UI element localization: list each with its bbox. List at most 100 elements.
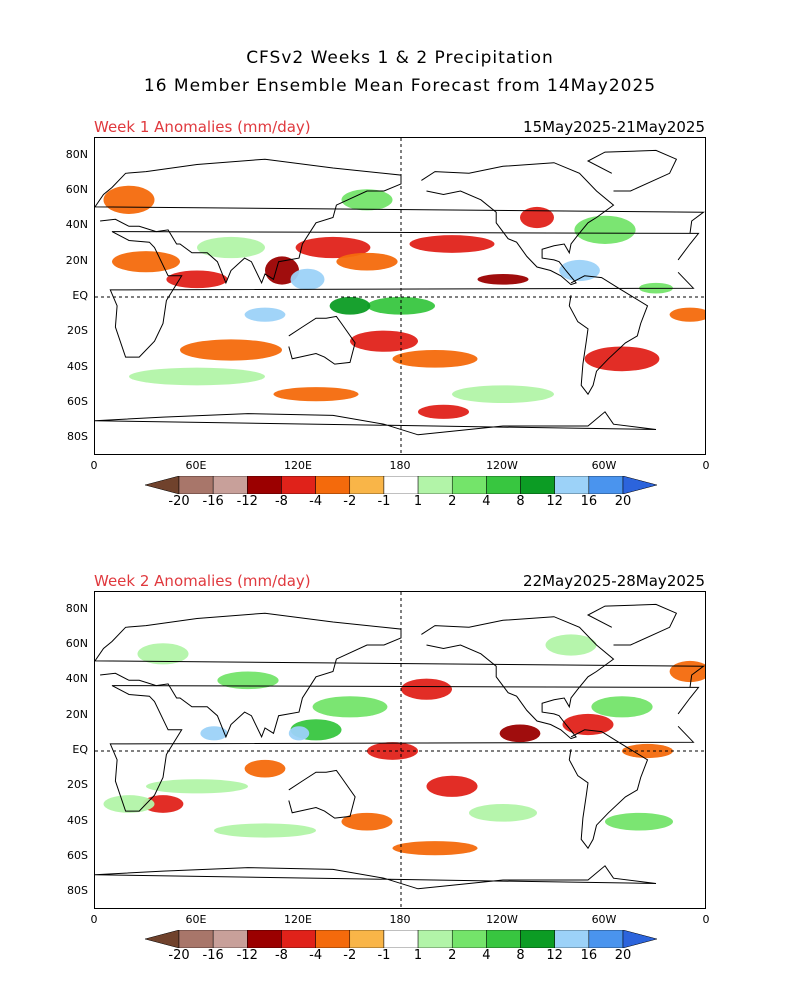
week1-colorbar-swatch	[212, 475, 248, 495]
week1-colorbar-swatch	[349, 475, 385, 495]
week1-colorbar-tick: 20	[614, 494, 632, 509]
week2-antarctica-outline	[95, 865, 657, 890]
week2-blob-red-northpac	[401, 678, 452, 700]
week1-colorbar-swatch	[622, 475, 658, 495]
week2-blob-green-satl	[103, 795, 155, 813]
week2-blob-orange-tasman	[341, 812, 393, 831]
week1-lat-label: 40N	[65, 218, 88, 232]
panel2-dates: 22May2025-28May2025	[523, 572, 705, 590]
week2-europe-asia-outline	[95, 612, 705, 739]
week2-anomaly-map	[94, 591, 706, 909]
chart-title-line2: 16 Member Ensemble Mean Forecast from 14…	[143, 76, 657, 96]
week1-colorbar-tick: -4	[309, 494, 323, 509]
week2-north-america-outline	[421, 616, 615, 740]
panel1-dates: 15May2025-21May2025	[523, 118, 705, 136]
week1-colorbar-swatch	[486, 475, 521, 495]
week2-colorbar-tick: -8	[274, 948, 288, 963]
week1-colorbar-svg	[144, 475, 658, 495]
week2-colorbar-tick: -1	[377, 948, 391, 963]
week2-colorbar: -20 -16 -12 -8 -4 -2 -1 1 2 4 8 12 16 20	[144, 929, 658, 963]
week1-colorbar-tick: 2	[448, 494, 457, 509]
week2-lon-label: 120W	[486, 913, 518, 926]
week1-colorbar-tick: -2	[343, 494, 357, 509]
week1-blob-darkred-eastpac	[477, 274, 529, 285]
week1-greenland-outline	[586, 149, 678, 192]
week1-colorbar-swatch	[144, 475, 180, 495]
week2-colorbar-swatch	[349, 929, 385, 949]
week2-blob-orange-indonesia	[244, 759, 286, 778]
week1-colorbar-swatch	[554, 475, 590, 495]
week1-lat-label: 60S	[67, 395, 88, 408]
week1-lat-label: 80S	[67, 430, 88, 444]
week2-blob-darkred-mexico	[499, 724, 541, 743]
week1-colorbar-tick: 16	[580, 494, 598, 509]
week2-blob-blue-scs	[288, 726, 310, 741]
week1-colorbar: -20 -16 -12 -8 -4 -2 -1 1 2 4 8 12 16 20	[144, 475, 658, 509]
week1-blob-red-arabian-sea	[166, 270, 228, 289]
week2-blob-orange-southern	[392, 841, 478, 856]
week2-lat-label: EQ	[72, 743, 88, 756]
week2-africa-outline	[109, 685, 700, 812]
week1-blob-green-southern2	[452, 385, 554, 403]
week1-blob-red-northpac	[409, 235, 495, 253]
week1-blob-blue-caribbean	[559, 259, 600, 282]
week1-blob-green-southern	[129, 367, 265, 386]
week2-colorbar-tick: -16	[202, 948, 224, 963]
panel2-label: Week 2 Anomalies (mm/day)	[94, 572, 311, 590]
week2-colorbar-swatch	[486, 929, 521, 949]
week2-blob-red-spac	[426, 775, 478, 797]
week1-blob-green-newguinea	[329, 297, 371, 315]
week2-colorbar-tick: -12	[236, 948, 258, 963]
week2-colorbar-tick: 16	[580, 948, 598, 963]
week1-lon-label: 0	[702, 459, 710, 472]
week1-blob-orange-europe	[103, 185, 155, 214]
week1-anomaly-map	[94, 137, 706, 455]
week1-colorbar-tick: 1	[413, 494, 423, 509]
week1-blob-blue-indonesia	[244, 307, 286, 322]
week1-antarctica-outline	[95, 411, 657, 436]
week1-blob-green-eqpac	[367, 297, 435, 315]
week2-colorbar-swatch	[622, 929, 658, 949]
week1-lon-label: 120E	[284, 459, 312, 472]
week1-blob-orange-centralpac	[336, 252, 398, 271]
week2-australia-outline	[288, 769, 356, 819]
week1-blob-red-southatlantic	[584, 346, 660, 372]
week1-blob-orange-spac2	[392, 350, 478, 368]
week1-colorbar-tick: -12	[236, 494, 258, 509]
week2-lat-label: 80S	[67, 884, 88, 898]
week2-lon-label: 120E	[284, 913, 312, 926]
week2-colorbar-tick: 1	[413, 948, 423, 963]
week2-blob-red-caribbean	[562, 713, 614, 736]
week2-lat-label: 60N	[65, 637, 88, 650]
week2-colorbar-tick: 2	[448, 948, 457, 963]
week1-lon-label: 60W	[591, 459, 617, 472]
week2-blob-red-eqpac	[367, 742, 418, 760]
week2-blob-orange-iberia	[669, 660, 705, 683]
week2-blob-green-westpac	[312, 696, 388, 718]
week1-south-america-outline	[568, 275, 649, 396]
week1-lon-label: 60E	[185, 459, 207, 472]
week2-colorbar-swatch	[383, 929, 419, 949]
week2-blob-green-southern	[214, 823, 316, 838]
week1-map-svg	[95, 138, 705, 454]
week1-lat-label: 60N	[65, 183, 88, 196]
week2-south-america-outline	[568, 729, 649, 850]
week2-blob-green-atlantic	[591, 696, 653, 718]
week2-lat-label: 80N	[65, 601, 88, 615]
week2-lat-label: 40S	[67, 813, 88, 827]
week2-colorbar-swatch	[212, 929, 248, 949]
week1-blob-green-bering	[341, 189, 393, 211]
week1-blob-green-southasia	[197, 236, 265, 259]
week1-blob-red-westpac	[295, 236, 371, 259]
week2-blob-red-safrica	[142, 795, 184, 813]
week2-colorbar-swatch	[144, 929, 180, 949]
week1-australia-outline	[288, 315, 356, 365]
week2-colorbar-tick: 12	[546, 948, 563, 963]
week1-lon-label: 120W	[486, 459, 518, 472]
panel1-label: Week 1 Anomalies (mm/day)	[94, 118, 311, 136]
week1-colorbar-swatch	[451, 475, 487, 495]
week2-colorbar-swatch	[247, 929, 282, 949]
chart-title-line1: CFSv2 Weeks 1 & 2 Precipitation	[246, 48, 554, 68]
week1-lon-label: 0	[90, 459, 98, 472]
week1-blob-blue-philippines	[290, 268, 325, 290]
